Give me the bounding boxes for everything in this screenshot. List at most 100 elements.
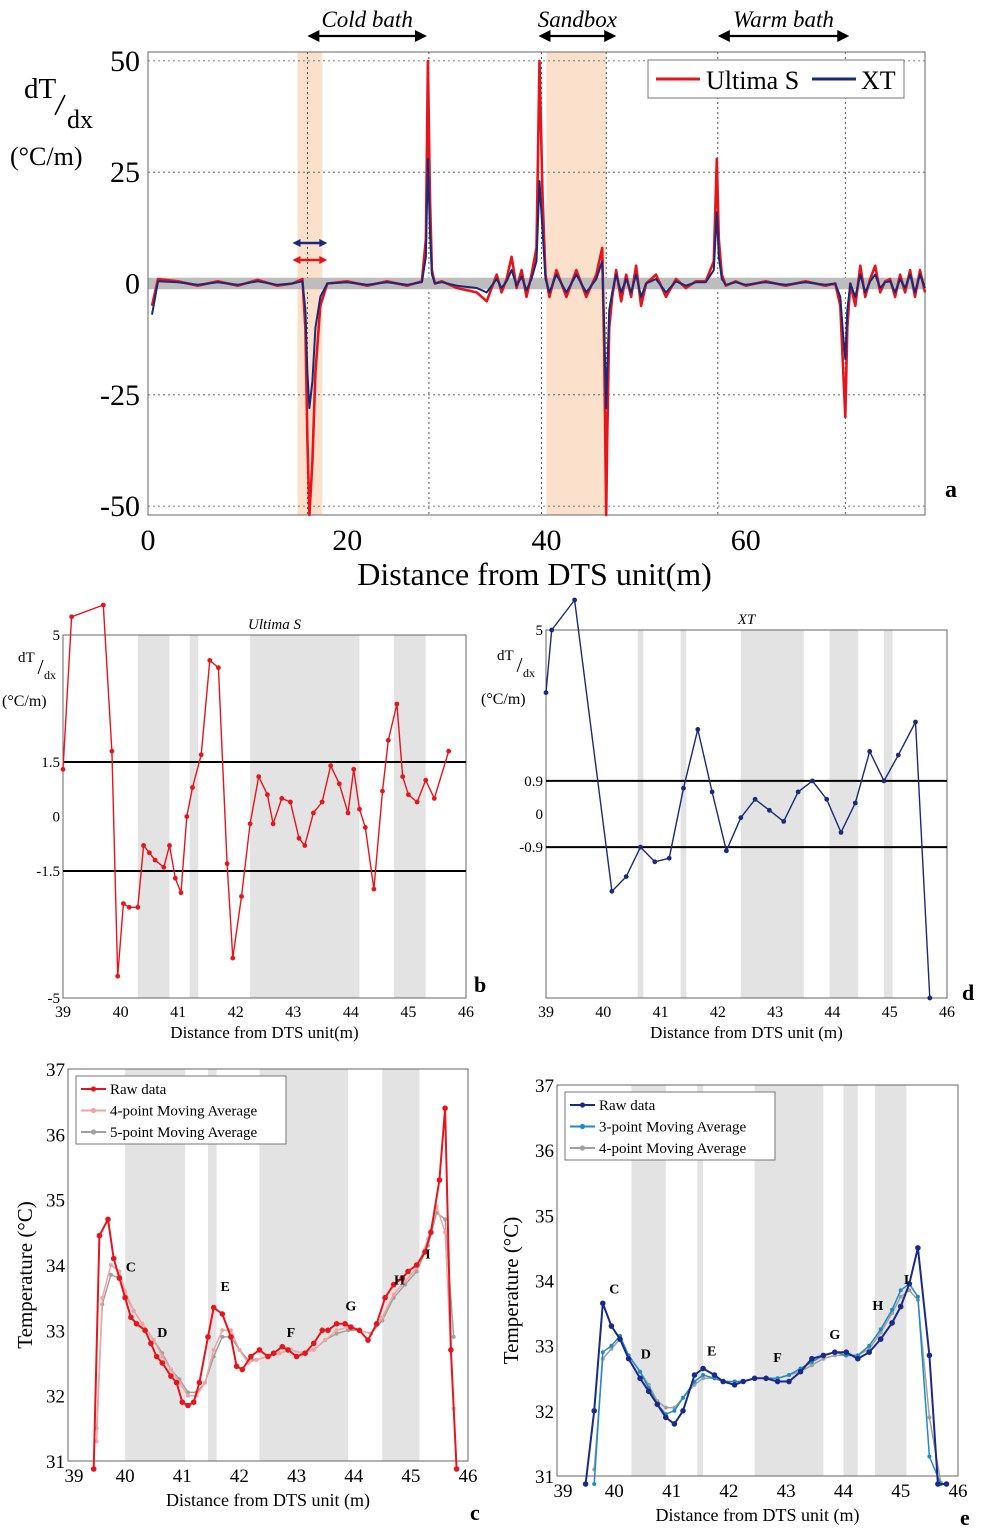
y-tick-label: 32 (46, 1387, 65, 1408)
data-point-b-ultima-s (270, 821, 276, 827)
shaded-region (874, 1085, 907, 1476)
data-point-c-raw-data (190, 1399, 197, 1405)
data-point-c-raw-data (265, 1353, 271, 1360)
legend-label: 5-point Moving Average (110, 1125, 258, 1141)
data-point-b-ultima-s (345, 810, 351, 816)
data-point-c-5-point-moving-average (220, 1334, 225, 1339)
data-point-e-3-point-moving-average (638, 1369, 643, 1374)
data-point-c-raw-data (325, 1327, 331, 1334)
data-point-c-raw-data (210, 1304, 217, 1311)
x-tick-label: 40 (116, 1466, 135, 1487)
data-point-c-raw-data (168, 1373, 174, 1379)
data-point-e-raw-data (832, 1349, 838, 1355)
data-point-b-ultima-s (60, 766, 66, 772)
y-tick-label: 0 (125, 268, 140, 301)
data-point-c-raw-data (422, 1249, 428, 1255)
data-point-e-raw-data (855, 1355, 861, 1362)
data-point-e-raw-data (943, 1481, 950, 1487)
plot-frame (62, 634, 467, 999)
y-tick-label: 5 (536, 623, 544, 639)
data-point-b-ultima-s (296, 835, 302, 841)
point-label: E (707, 1344, 716, 1359)
plot-frame (556, 1084, 959, 1477)
data-point-b-ultima-s (190, 785, 195, 790)
x-tick-label: 41 (653, 1004, 669, 1021)
data-point-c-raw-data (219, 1311, 226, 1317)
data-point-b-ultima-s (247, 821, 253, 827)
data-point-e-raw-data (680, 1408, 686, 1414)
point-label: H (872, 1299, 883, 1314)
data-point-e-4-point-moving-average (927, 1415, 932, 1420)
y-axis-label-denominator: dx (44, 668, 56, 682)
data-point-d-xt (810, 778, 815, 784)
x-tick-label: 20 (332, 524, 362, 557)
data-point-d-xt (738, 815, 744, 821)
legend-marker (579, 1145, 586, 1151)
data-point-e-3-point-moving-average (915, 1294, 920, 1299)
x-tick-label: 40 (605, 1481, 624, 1502)
data-point-b-ultima-s (385, 737, 391, 743)
shaded-region (843, 1085, 858, 1476)
point-label: C (126, 1261, 136, 1276)
data-point-d-xt (838, 830, 844, 835)
x-tick-label: 0 (141, 524, 156, 557)
x-tick-label: 42 (228, 1004, 244, 1021)
data-point-b-ultima-s (167, 843, 172, 848)
legend-marker (579, 1123, 586, 1130)
data-point-c-4-point-moving-average (100, 1295, 105, 1300)
arrow-head (307, 30, 320, 42)
data-point-c-4-point-moving-average (211, 1347, 216, 1352)
point-label: D (641, 1348, 651, 1363)
data-point-e-3-point-moving-average (787, 1373, 791, 1377)
data-point-b-ultima-s (152, 857, 158, 863)
data-point-b-ultima-s (351, 766, 357, 772)
legend-marker (90, 1129, 97, 1135)
data-point-c-raw-data (159, 1360, 166, 1366)
data-point-e-3-point-moving-average (600, 1350, 605, 1355)
data-point-e-4-point-moving-average (907, 1288, 912, 1293)
legend-label: 3-point Moving Average (599, 1120, 747, 1136)
y-tick-label: 32 (535, 1402, 554, 1423)
y-axis-label-unit: (°C/m) (2, 693, 47, 710)
x-tick-label: 41 (662, 1481, 681, 1502)
legend-label: Raw data (599, 1098, 656, 1114)
plot-frame (545, 629, 948, 999)
x-tick-label: 40 (531, 524, 561, 557)
data-point-d-xt (695, 727, 701, 732)
data-point-e-3-point-moving-average (609, 1343, 614, 1348)
y-tick-label: 33 (46, 1321, 65, 1342)
data-point-c-raw-data (448, 1347, 454, 1353)
series-line-c-4-point-moving-average (95, 1205, 455, 1442)
arrow-head (604, 30, 617, 42)
data-point-e-raw-data (625, 1355, 632, 1362)
data-point-e-3-point-moving-average (890, 1307, 895, 1312)
data-point-c-4-point-moving-average (151, 1338, 156, 1343)
legend-box (75, 1075, 287, 1145)
data-point-c-raw-data (185, 1402, 191, 1409)
data-point-e-raw-data (809, 1355, 815, 1362)
point-label: C (609, 1283, 619, 1298)
data-point-b-ultima-s (362, 825, 368, 830)
point-label: E (220, 1280, 229, 1295)
x-tick-label: 46 (458, 1004, 474, 1021)
chart-title: XT (737, 612, 757, 628)
data-point-c-raw-data (453, 1466, 460, 1472)
annotation-label: Sandbox (538, 7, 618, 32)
data-point-c-4-point-moving-average (311, 1347, 316, 1352)
x-axis-label: Distance from DTS unit (m) (166, 1490, 370, 1511)
data-point-e-raw-data (671, 1421, 678, 1427)
data-point-e-raw-data (906, 1281, 913, 1287)
data-point-d-xt (623, 874, 629, 879)
data-point-c-4-point-moving-average (277, 1351, 282, 1356)
data-point-c-5-point-moving-average (334, 1331, 339, 1336)
data-point-e-4-point-moving-average (701, 1376, 706, 1381)
x-tick-label: 42 (230, 1466, 249, 1487)
x-tick-label: 39 (554, 1481, 573, 1502)
data-point-b-ultima-s (328, 763, 334, 769)
x-tick-label: 45 (400, 1004, 416, 1021)
data-point-e-raw-data (866, 1349, 872, 1355)
data-point-e-raw-data (843, 1349, 850, 1355)
panel-label: e (960, 1505, 970, 1528)
point-label: I (425, 1247, 430, 1262)
data-point-e-raw-data (663, 1414, 669, 1421)
